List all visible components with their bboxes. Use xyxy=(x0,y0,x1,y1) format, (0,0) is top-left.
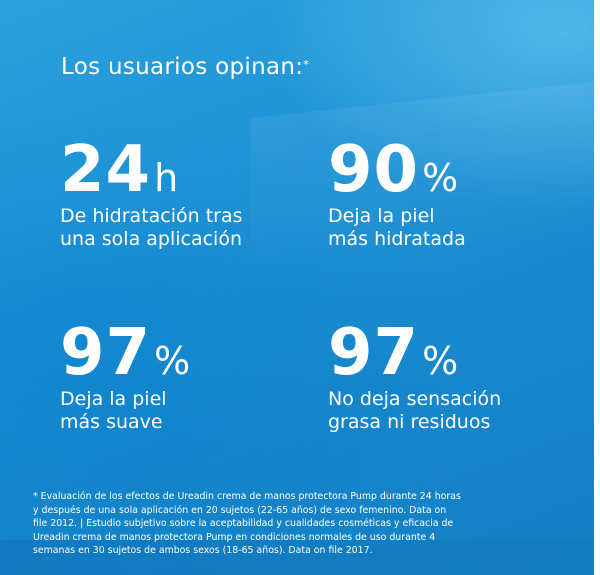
stat-caption-line: Deja la piel xyxy=(60,388,167,410)
stat-value: 24h xyxy=(60,135,310,205)
stat-caption-line: una sola aplicación xyxy=(60,228,242,250)
footnote-line: semanas en 30 sujetos de ambos sexos (18… xyxy=(33,545,373,557)
stat-number: 90 xyxy=(328,133,420,207)
stat-caption: De hidratación tras una sola aplicación xyxy=(60,205,310,251)
stat-caption: No deja sensación grasa ni residuos xyxy=(328,388,578,434)
stat-hydration-hours: 24h De hidratación tras una sola aplicac… xyxy=(60,135,310,251)
stat-number: 97 xyxy=(60,316,152,390)
footnote-line: file 2012. | Estudio subjetivo sobre la … xyxy=(33,518,454,530)
stat-caption: Deja la piel más suave xyxy=(60,388,310,434)
stat-value: 90% xyxy=(328,135,578,205)
stat-caption: Deja la piel más hidratada xyxy=(328,205,578,251)
panel-title-asterisk: * xyxy=(303,58,310,71)
stat-unit: % xyxy=(422,156,459,200)
stat-value: 97% xyxy=(60,318,310,388)
footnote: * Evaluación de los efectos de Ureadin c… xyxy=(33,490,578,558)
stat-number: 97 xyxy=(328,316,420,390)
footnote-line: y después de una sola aplicación en 20 s… xyxy=(33,504,447,516)
stat-caption-line: más hidratada xyxy=(328,228,466,250)
panel-title-text: Los usuarios opinan: xyxy=(61,54,304,80)
stat-value: 97% xyxy=(328,318,578,388)
footnote-line: * Evaluación de los efectos de Ureadin c… xyxy=(33,491,461,502)
stat-non-greasy: 97% No deja sensación grasa ni residuos xyxy=(328,318,578,434)
stat-caption-line: No deja sensación xyxy=(328,388,502,410)
stat-softer-skin: 97% Deja la piel más suave xyxy=(60,318,310,434)
stat-unit: h xyxy=(154,156,179,200)
stat-unit: % xyxy=(422,339,459,383)
stat-more-hydrated: 90% Deja la piel más hidratada xyxy=(328,135,578,251)
stat-caption-line: más suave xyxy=(60,411,163,433)
stat-unit: % xyxy=(154,339,191,383)
stat-number: 24 xyxy=(60,133,152,207)
panel-title: Los usuarios opinan:* xyxy=(61,54,309,80)
stat-caption-line: grasa ni residuos xyxy=(328,411,491,433)
stat-caption-line: Deja la piel xyxy=(328,205,435,227)
footnote-line: Ureadin crema de manos protectora Pump e… xyxy=(33,531,436,543)
stat-caption-line: De hidratación tras xyxy=(60,205,243,227)
